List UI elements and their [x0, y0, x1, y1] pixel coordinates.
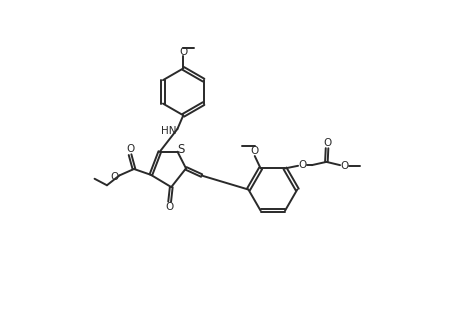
- Text: O: O: [299, 160, 307, 170]
- Text: HN: HN: [160, 126, 176, 136]
- Text: O: O: [341, 162, 349, 171]
- Text: O: O: [179, 47, 188, 57]
- Text: O: O: [126, 145, 134, 154]
- Text: O: O: [111, 172, 119, 182]
- Text: O: O: [250, 146, 259, 156]
- Text: O: O: [165, 202, 174, 212]
- Text: O: O: [323, 138, 331, 148]
- Text: S: S: [178, 143, 185, 156]
